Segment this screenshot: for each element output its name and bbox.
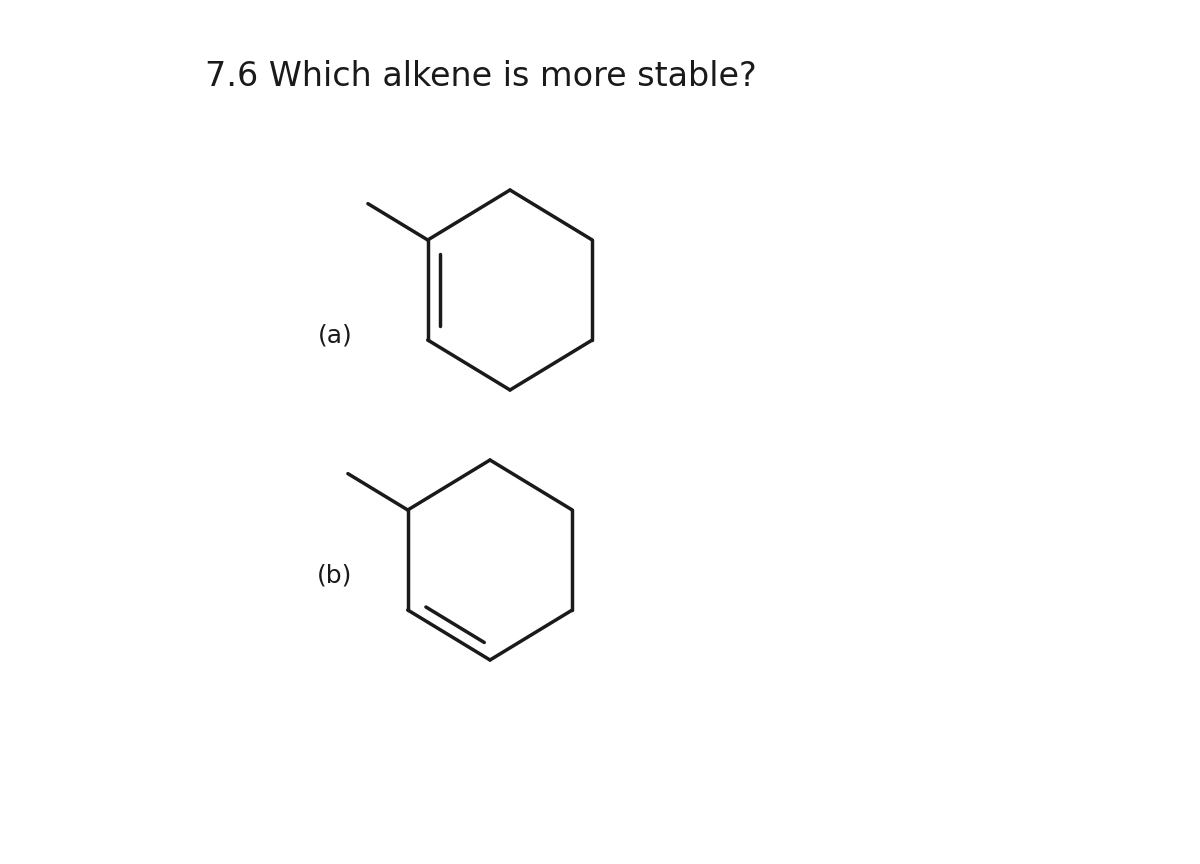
Text: (a): (a) <box>318 323 353 347</box>
Text: (b): (b) <box>317 563 353 587</box>
Text: 7.6 Which alkene is more stable?: 7.6 Which alkene is more stable? <box>205 60 757 93</box>
